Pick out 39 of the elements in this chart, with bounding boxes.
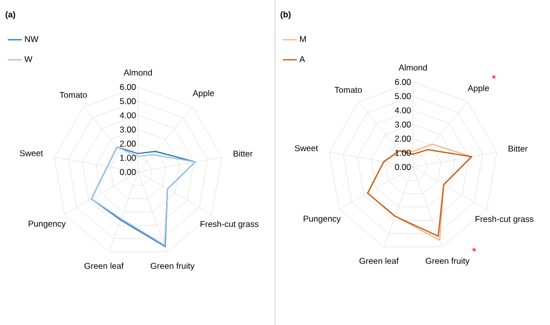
spoke-label: Almond bbox=[124, 69, 152, 76]
y-tick-label: 3.00 bbox=[120, 126, 136, 132]
y-tick-label: 0.00 bbox=[394, 164, 411, 170]
spoke-label: Pungency bbox=[304, 216, 341, 224]
spoke-label: Green leaf bbox=[84, 262, 124, 269]
y-tick-label: 6.00 bbox=[395, 79, 411, 85]
spoke-label: Green fruity bbox=[426, 258, 470, 266]
y-tick-label: 2.00 bbox=[395, 136, 411, 142]
y-tick-label: 0.00 bbox=[120, 169, 136, 175]
chart-title: (b) bbox=[280, 11, 291, 20]
y-tick-label: 3.00 bbox=[394, 122, 411, 128]
y-tick-label: 2.00 bbox=[120, 140, 136, 147]
text: * bbox=[492, 75, 496, 79]
y-tick-label: 5.00 bbox=[120, 98, 136, 104]
spoke-label: Bitter bbox=[234, 150, 253, 157]
y-tick-label: 6.00 bbox=[120, 84, 136, 90]
y-tick-label: 5.00 bbox=[394, 93, 411, 100]
spoke-label: Almond bbox=[398, 64, 427, 71]
spoke-label: Tomato bbox=[60, 92, 87, 98]
spoke-label: Green fruity bbox=[150, 262, 195, 271]
spoke-label: Apple bbox=[468, 84, 489, 93]
spoke-label: Pungency bbox=[28, 220, 66, 228]
text: * bbox=[472, 248, 476, 252]
spoke-label: Fresh-cut grass bbox=[476, 216, 534, 224]
legend-label: A bbox=[299, 56, 306, 62]
legend-label: M bbox=[300, 36, 306, 42]
legend-label: NW bbox=[25, 36, 38, 42]
y-tick-label: 4.00 bbox=[394, 107, 411, 114]
legend-label: W bbox=[24, 56, 32, 62]
spoke-label: Green leaf bbox=[360, 258, 399, 264]
spoke-label: Bitter bbox=[508, 145, 528, 152]
chart-title: (a) bbox=[6, 11, 16, 20]
y-tick-label: 1.00 bbox=[120, 154, 136, 161]
spoke-label: Sweet bbox=[294, 145, 318, 152]
y-tick-label: 4.00 bbox=[120, 112, 136, 118]
spoke-label: Tomato bbox=[334, 86, 362, 93]
spoke-label: Fresh-cut grass bbox=[200, 220, 258, 229]
spoke-label: Sweet bbox=[20, 150, 43, 156]
spoke-label: Apple bbox=[192, 90, 214, 98]
